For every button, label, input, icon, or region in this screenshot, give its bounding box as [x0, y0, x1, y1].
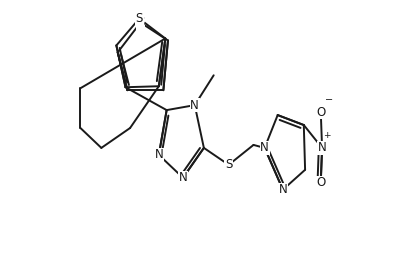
Text: N: N: [278, 183, 287, 196]
Text: O: O: [316, 106, 326, 119]
Text: N: N: [190, 99, 199, 112]
Text: S: S: [135, 12, 143, 25]
Text: N: N: [260, 141, 269, 154]
Text: +: +: [323, 132, 330, 140]
Text: S: S: [137, 16, 144, 29]
Text: −: −: [325, 95, 333, 105]
Text: N: N: [318, 141, 326, 154]
Text: N: N: [179, 171, 187, 184]
Text: S: S: [225, 158, 232, 171]
Text: O: O: [316, 176, 326, 189]
Text: N: N: [154, 148, 163, 161]
